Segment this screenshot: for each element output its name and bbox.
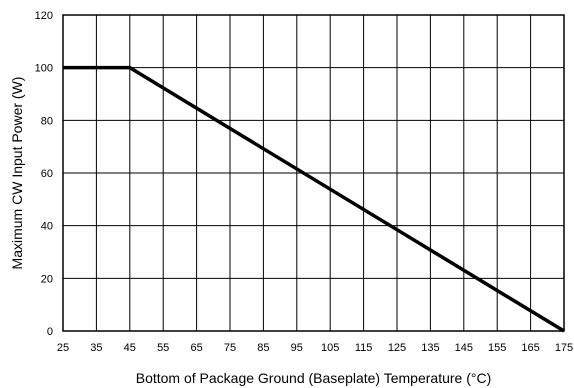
x-tick-label: 95 [291, 342, 303, 354]
x-tick-label: 145 [455, 342, 473, 354]
y-tick-label: 80 [41, 115, 53, 127]
x-tick-label: 55 [157, 342, 169, 354]
plot-frame [62, 14, 565, 332]
y-tick-label: 0 [47, 326, 53, 338]
y-tick-label: 40 [41, 221, 53, 233]
x-tick-label: 85 [257, 342, 269, 354]
x-tick-label: 115 [355, 342, 373, 354]
x-tick-label: 105 [321, 342, 339, 354]
y-tick-label: 100 [35, 63, 53, 75]
x-axis-label: Bottom of Package Ground (Baseplate) Tem… [136, 370, 492, 386]
x-tick-label: 125 [388, 342, 406, 354]
x-tick-label: 45 [124, 342, 136, 354]
x-tick-label: 35 [90, 342, 102, 354]
series-layer [63, 65, 565, 333]
x-tick-label: 135 [421, 342, 439, 354]
x-tick-label: 25 [57, 342, 69, 354]
x-tick-label: 65 [190, 342, 202, 354]
x-tick-labels: 25 35 45 55 65 75 85 95 105 115 125 135 145 155 165 175 [57, 342, 573, 354]
y-tick-labels: 0 20 40 60 80 100 120 [35, 10, 53, 338]
x-tick-label: 75 [224, 342, 236, 354]
x-tick-label: 165 [521, 342, 539, 354]
y-axis-label: Maximum CW Input Power (W) [9, 77, 25, 270]
y-tick-label: 20 [41, 273, 53, 285]
x-tick-label: 175 [555, 342, 573, 354]
series-line [63, 65, 565, 333]
y-tick-label: 60 [41, 168, 53, 180]
x-tick-label: 155 [488, 342, 506, 354]
y-tick-label: 120 [35, 10, 53, 22]
